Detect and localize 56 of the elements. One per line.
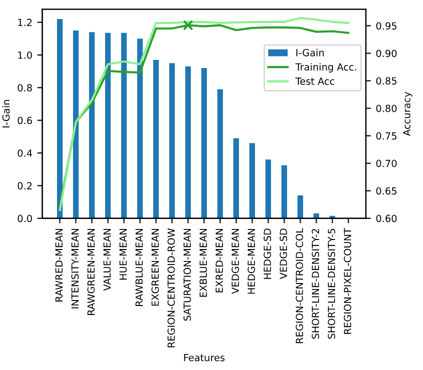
- y-tick-label: 1.0: [18, 51, 32, 59]
- bar: [217, 89, 223, 218]
- x-tick-label: RAWGREEN-MEAN: [87, 228, 95, 315]
- y2-tick-label: 0.75: [376, 132, 396, 140]
- bar: [105, 32, 111, 218]
- y-tick-label: 0.2: [18, 182, 32, 190]
- bar: [233, 138, 239, 218]
- bar: [153, 60, 159, 218]
- x-tick-label: HEDGE-SD: [264, 228, 272, 279]
- legend-label: Training Acc.: [295, 63, 356, 72]
- y2-tick-label: 0.80: [376, 104, 397, 112]
- x-tick-label: VEDGE-SD: [280, 228, 288, 280]
- x-tick-label: VEDGE-MEAN: [232, 228, 239, 294]
- bar: [73, 30, 79, 218]
- bar: [265, 160, 272, 218]
- x-tick-label: SHORT-LINE-DENSITY-2: [312, 229, 320, 339]
- y2-tick-label: 0.95: [376, 22, 396, 30]
- bar: [169, 63, 175, 218]
- bar: [89, 32, 95, 218]
- x-axis-title: Features: [184, 354, 225, 362]
- bar: [121, 32, 127, 218]
- bar: [185, 66, 191, 218]
- y2-tick-label: 0.60: [376, 214, 397, 222]
- x-tick-label: INTENSITY-MEAN: [71, 228, 79, 308]
- x-tick-label: REGION-CENTROID-COL: [296, 228, 304, 344]
- x-tick-label: REGION-CENTROID-ROW: [168, 228, 175, 348]
- x-tick-label: RAWBLUE-MEAN: [136, 228, 143, 306]
- x-tick-label: REGION-PIXEL-COUNT: [344, 228, 352, 334]
- y2-tick-label: 0.85: [376, 77, 396, 85]
- y2-axis-title: Accuracy: [403, 92, 412, 136]
- bar: [57, 19, 63, 218]
- x-tick-label: EXBLUE-MEAN: [200, 228, 207, 297]
- bar: [249, 143, 255, 218]
- x-tick-label: HEDGE-MEAN: [248, 228, 256, 294]
- x-tick-label: SATURATION-MEAN: [184, 228, 191, 321]
- y-tick-label: 1.2: [18, 18, 32, 26]
- bar: [281, 165, 288, 218]
- x-tick-label: VALUE-MEAN: [104, 228, 111, 291]
- legend-label: I-Gain: [296, 48, 324, 56]
- legend-label: Test Acc: [295, 78, 334, 85]
- bar: [297, 195, 304, 218]
- x-tick-label: HUE-MEAN: [120, 228, 127, 280]
- y2-tick-label: 0.65: [376, 187, 396, 195]
- y2-tick-label: 0.90: [376, 50, 397, 58]
- bar: [137, 38, 143, 218]
- y-tick-label: 0.8: [18, 84, 32, 92]
- bar: [201, 68, 207, 218]
- y-tick-label: 0.6: [18, 116, 32, 124]
- y-axis-title: I-Gain: [2, 100, 10, 128]
- x-tick-label: SHORT-LINE-DENSITY-5: [328, 228, 336, 339]
- x-tick-label: EXRED-MEAN: [216, 228, 223, 292]
- y2-tick-label: 0.70: [376, 160, 397, 168]
- x-tick-label: EXGREEN-MEAN: [151, 228, 159, 306]
- y-tick-label: 0.4: [18, 149, 32, 157]
- x-tick-label: RAWRED-MEAN: [55, 228, 62, 302]
- y-tick-label: 0.0: [18, 214, 32, 222]
